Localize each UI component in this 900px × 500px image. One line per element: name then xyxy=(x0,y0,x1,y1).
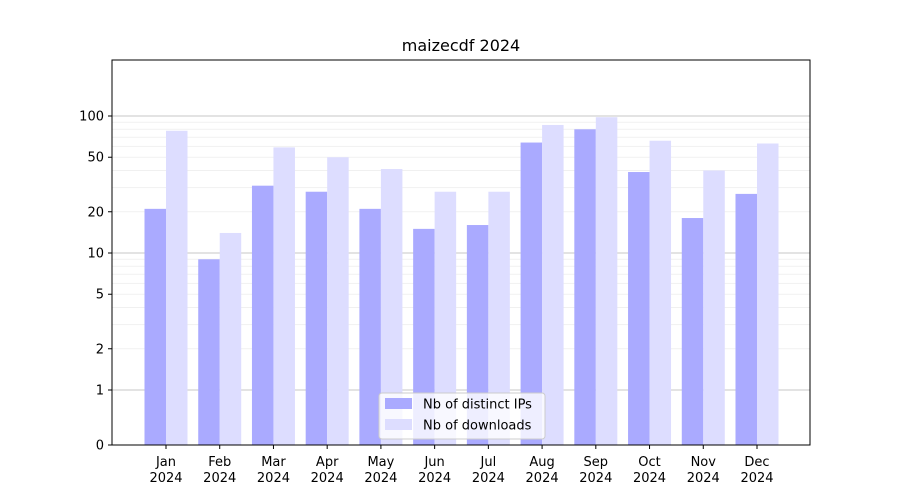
bars xyxy=(144,117,779,446)
x-tick-label-month: Jan xyxy=(155,455,176,470)
x-tick-label-year: 2024 xyxy=(364,471,397,486)
bar-distinct-ips xyxy=(144,208,166,445)
x-tick-label-month: May xyxy=(367,455,394,470)
x-tick-label-year: 2024 xyxy=(579,471,612,486)
y-tick-label: 100 xyxy=(79,110,104,125)
y-tick-label: 1 xyxy=(96,384,104,399)
bar-downloads xyxy=(380,169,403,445)
y-tick-label: 0 xyxy=(96,439,104,454)
y-tick-label: 10 xyxy=(87,247,104,262)
x-tick-label-month: Jun xyxy=(423,455,444,470)
x-tick-label-year: 2024 xyxy=(311,471,344,486)
chart-title: maizecdf 2024 xyxy=(402,36,520,55)
y-tick-label: 50 xyxy=(87,151,104,166)
x-tick-label-year: 2024 xyxy=(687,471,720,486)
y-tick-label: 20 xyxy=(87,205,104,220)
x-tick-label-year: 2024 xyxy=(633,471,666,486)
x-tick-label-year: 2024 xyxy=(740,471,773,486)
x-tick-label-year: 2024 xyxy=(472,471,505,486)
bar-downloads xyxy=(434,191,457,445)
bar-distinct-ips xyxy=(520,142,543,445)
x-tick-label-month: Feb xyxy=(208,455,231,470)
bar-downloads xyxy=(166,130,188,446)
x-tick-label-year: 2024 xyxy=(257,471,290,486)
bar-downloads xyxy=(327,157,349,446)
legend-label: Nb of distinct IPs xyxy=(423,398,532,413)
y-axis: 0 1 2 5 10 20 50 100 xyxy=(79,110,112,454)
x-tick-label-year: 2024 xyxy=(526,471,559,486)
bar-downloads xyxy=(488,191,510,445)
plot-frame xyxy=(111,59,811,446)
bar-distinct-ips xyxy=(628,172,650,445)
x-tick-label-month: Sep xyxy=(584,455,609,470)
bar-distinct-ips xyxy=(198,259,220,445)
bar-distinct-ips xyxy=(359,208,381,445)
bar-distinct-ips xyxy=(251,185,274,445)
bar-downloads xyxy=(757,143,779,445)
legend-label: Nb of downloads xyxy=(423,419,532,434)
x-tick-label-month: Nov xyxy=(691,455,717,470)
x-axis: Jan2024Feb2024Mar2024Apr2024May2024Jun20… xyxy=(149,445,774,486)
bar-downloads xyxy=(595,117,618,445)
bar-distinct-ips xyxy=(681,218,704,445)
y-tick-label: 5 xyxy=(96,288,104,303)
legend-swatch xyxy=(385,398,412,409)
bar-downloads xyxy=(542,124,564,446)
bar-downloads xyxy=(649,140,672,446)
x-tick-label-year: 2024 xyxy=(418,471,451,486)
bar-downloads xyxy=(219,232,242,445)
legend-box xyxy=(378,392,546,440)
legend-swatch xyxy=(385,419,412,430)
bar-distinct-ips xyxy=(574,129,596,445)
x-tick-label-year: 2024 xyxy=(149,471,182,486)
x-tick-label-month: Jul xyxy=(480,455,497,470)
bar-downloads xyxy=(703,170,725,446)
bar-distinct-ips xyxy=(735,193,757,445)
x-tick-label-month: Oct xyxy=(638,455,660,470)
bar-downloads xyxy=(273,147,295,445)
x-tick-label-month: Apr xyxy=(316,455,339,470)
x-tick-label-month: Mar xyxy=(261,455,286,470)
legend: Nb of distinct IPs Nb of downloads xyxy=(378,392,546,440)
x-tick-label-month: Aug xyxy=(529,455,554,470)
y-tick-label: 2 xyxy=(96,342,104,357)
bar-distinct-ips xyxy=(305,191,328,445)
x-tick-label-year: 2024 xyxy=(203,471,236,486)
bar-distinct-ips xyxy=(413,228,435,445)
bar-distinct-ips xyxy=(466,225,489,445)
x-tick-label-month: Dec xyxy=(744,455,769,470)
